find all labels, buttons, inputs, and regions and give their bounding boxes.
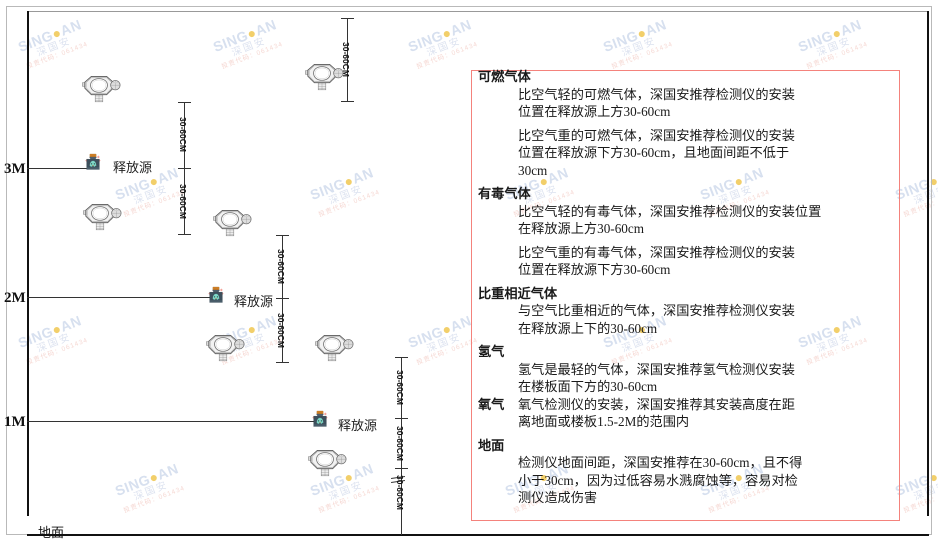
source1	[82, 152, 106, 175]
sensor7	[303, 448, 347, 478]
sensor5	[201, 333, 245, 363]
sensor4	[208, 208, 252, 238]
sensor3	[300, 62, 344, 92]
sensor2	[78, 202, 122, 232]
sensor6	[310, 333, 354, 363]
sensor1	[77, 74, 121, 104]
source3	[309, 409, 333, 432]
source2	[205, 285, 229, 308]
